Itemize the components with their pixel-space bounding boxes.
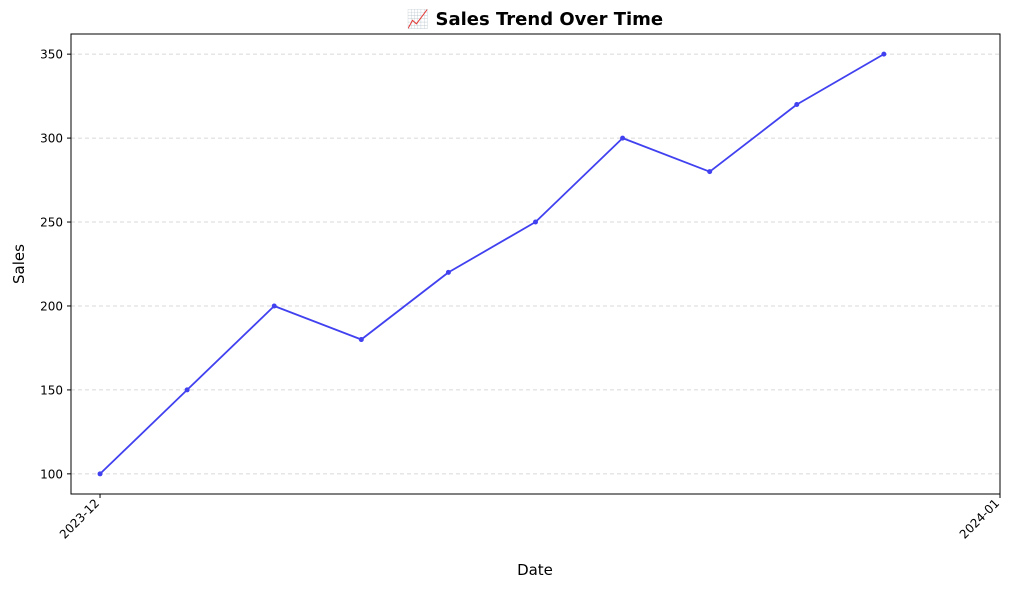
series-line — [99, 53, 885, 475]
chart-title: 📈 Sales Trend Over Time — [407, 8, 663, 30]
data-point — [445, 269, 451, 275]
y-tick-label: 300 — [40, 132, 63, 146]
y-tick-label: 100 — [40, 467, 63, 481]
plot-frame — [70, 33, 1001, 495]
y-tick-label: 250 — [40, 216, 63, 230]
data-point — [707, 169, 713, 175]
series-layer — [97, 51, 887, 477]
data-point — [97, 471, 103, 477]
y-tick-label: 150 — [40, 383, 63, 397]
y-axis-label: Sales — [10, 244, 28, 284]
data-point — [358, 337, 364, 343]
y-tick-label: 350 — [40, 48, 63, 62]
data-point — [533, 219, 538, 225]
y-tick-label: 200 — [40, 299, 63, 313]
data-point — [794, 102, 800, 108]
data-point — [881, 51, 887, 57]
data-point — [271, 303, 277, 309]
y-axis-ticks: 100 150 200 250 300 350 — [40, 48, 71, 481]
x-axis-label: Date — [517, 561, 553, 579]
data-point — [184, 387, 190, 393]
data-point — [620, 135, 626, 141]
